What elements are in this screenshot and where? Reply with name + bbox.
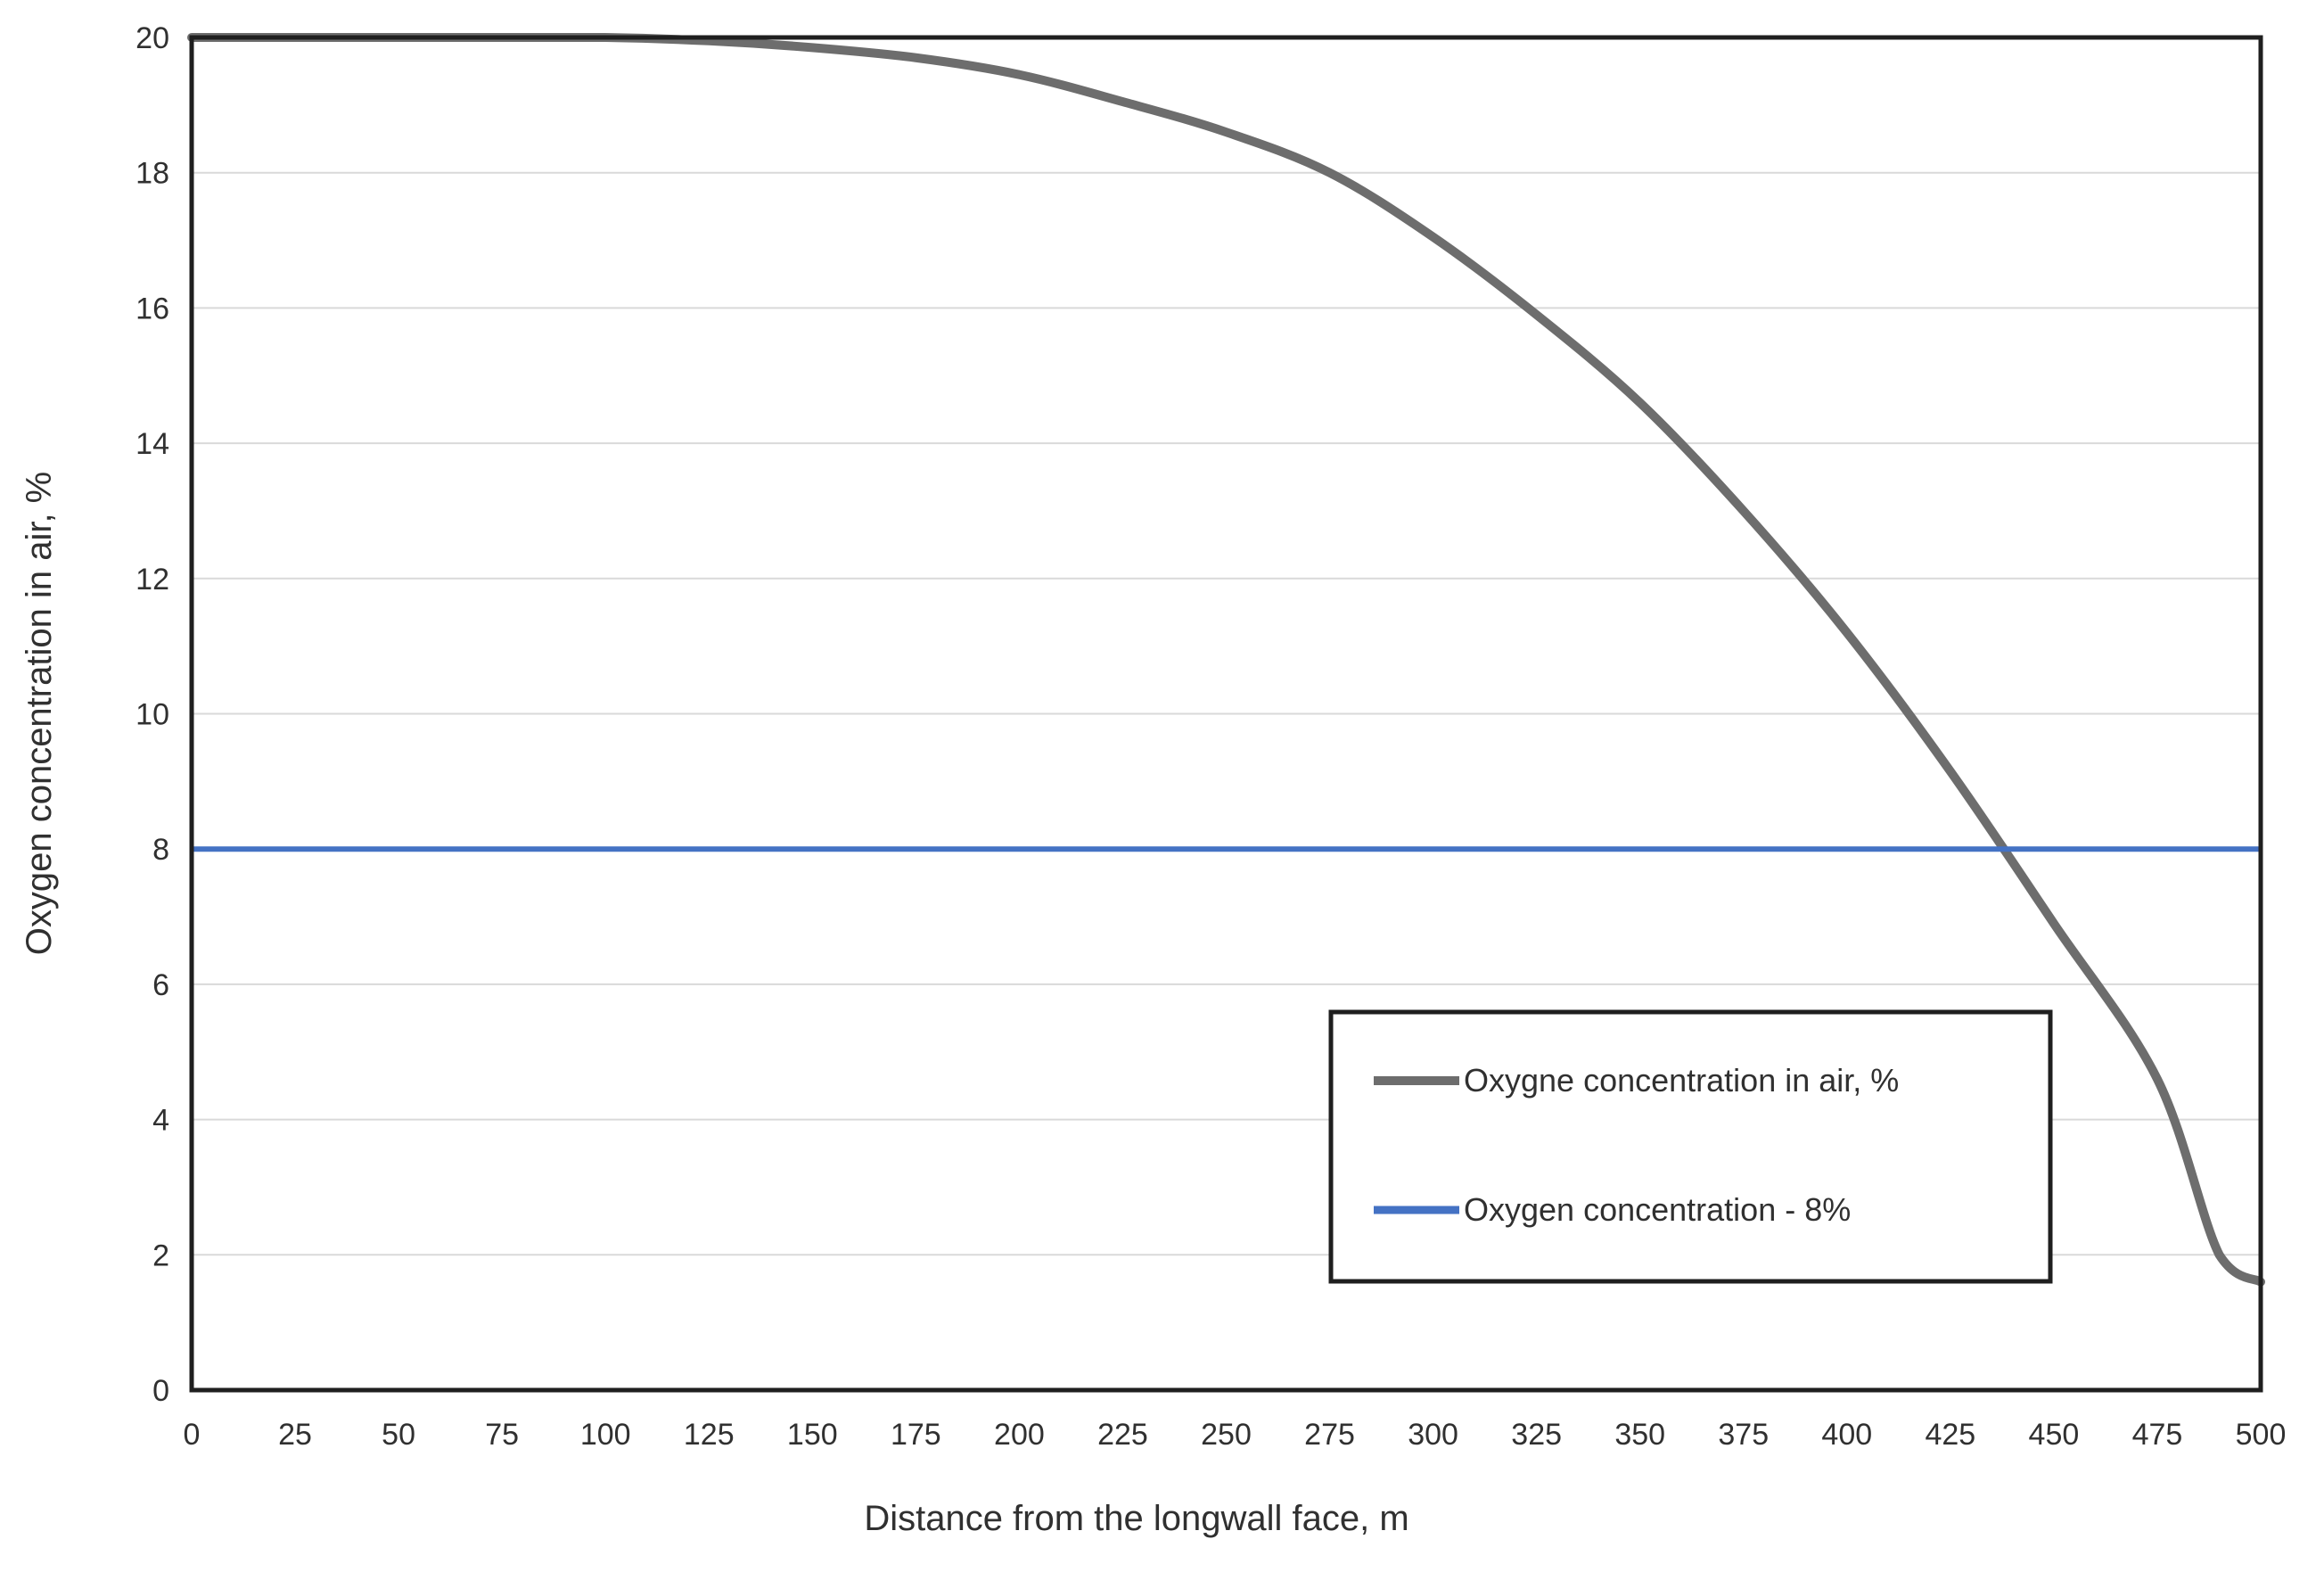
x-tick-label: 150	[787, 1418, 838, 1452]
x-tick-label: 25	[278, 1418, 312, 1452]
x-tick-label: 225	[1097, 1418, 1148, 1452]
y-tick-label: 6	[152, 968, 169, 1002]
x-tick-label: 200	[994, 1418, 1045, 1452]
y-tick-label: 18	[135, 157, 169, 191]
y-tick-label: 2	[152, 1239, 169, 1272]
x-tick-label: 450	[2029, 1418, 2080, 1452]
x-tick-label: 300	[1408, 1418, 1458, 1452]
x-tick-label: 350	[1614, 1418, 1665, 1452]
y-tick-label: 8	[152, 833, 169, 867]
x-tick-label: 500	[2236, 1418, 2287, 1452]
legend-label-threshold: Oxygen concentration - 8%	[1464, 1191, 1851, 1228]
legend-item-oxygen-curve: Oxygne concentration in air, %	[1374, 1062, 1899, 1099]
legend-label-oxygen-curve: Oxygne concentration in air, %	[1464, 1062, 1899, 1099]
y-tick-label: 20	[135, 21, 169, 55]
x-tick-label: 75	[485, 1418, 519, 1452]
y-tick-label: 16	[135, 292, 169, 325]
x-tick-label: 375	[1718, 1418, 1769, 1452]
x-tick-label: 0	[184, 1418, 201, 1452]
y-axis-title: Oxygen concentration in air, %	[20, 472, 59, 956]
y-tick-label: 14	[135, 427, 169, 461]
x-tick-label: 50	[382, 1418, 415, 1452]
x-tick-label: 325	[1511, 1418, 1562, 1452]
plot-border	[189, 35, 2263, 1393]
legend-item-threshold: Oxygen concentration - 8%	[1374, 1191, 1851, 1228]
x-tick-label: 475	[2132, 1418, 2183, 1452]
x-axis-title: Distance from the longwall face, m	[864, 1499, 1408, 1538]
y-tick-label: 12	[135, 563, 169, 597]
legend-border	[1328, 1009, 2053, 1284]
x-tick-label: 125	[684, 1418, 735, 1452]
legend-box: Oxygne concentration in air, % Oxygen co…	[1328, 1009, 2053, 1284]
x-tick-label: 175	[891, 1418, 941, 1452]
x-tick-label: 275	[1304, 1418, 1355, 1452]
x-tick-label: 100	[580, 1418, 631, 1452]
x-tick-label: 250	[1201, 1418, 1252, 1452]
y-tick-label: 4	[152, 1104, 169, 1138]
y-tick-label: 10	[135, 698, 169, 732]
x-tick-label: 425	[1925, 1418, 1975, 1452]
x-tick-label: 400	[1821, 1418, 1872, 1452]
y-tick-label: 0	[152, 1374, 169, 1408]
